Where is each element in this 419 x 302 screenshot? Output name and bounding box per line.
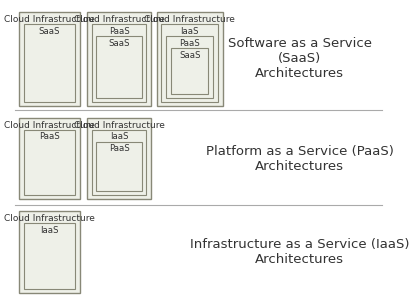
FancyBboxPatch shape [171, 48, 208, 94]
Text: PaaS: PaaS [39, 132, 60, 141]
Text: Cloud Infrastructure: Cloud Infrastructure [74, 121, 165, 130]
FancyBboxPatch shape [19, 118, 80, 199]
FancyBboxPatch shape [96, 36, 142, 98]
FancyBboxPatch shape [24, 223, 75, 289]
FancyBboxPatch shape [161, 24, 218, 102]
Text: Software as a Service
(SaaS)
Architectures: Software as a Service (SaaS) Architectur… [228, 37, 372, 80]
FancyBboxPatch shape [92, 130, 146, 195]
Text: Cloud Infrastructure: Cloud Infrastructure [144, 15, 235, 24]
Text: Cloud Infrastructure: Cloud Infrastructure [4, 121, 95, 130]
FancyBboxPatch shape [166, 36, 213, 98]
Text: IaaS: IaaS [40, 226, 59, 235]
Text: Cloud Infrastructure: Cloud Infrastructure [4, 214, 95, 223]
FancyBboxPatch shape [24, 130, 75, 195]
FancyBboxPatch shape [24, 24, 75, 102]
FancyBboxPatch shape [157, 12, 223, 106]
FancyBboxPatch shape [19, 12, 80, 106]
Text: PaaS: PaaS [109, 144, 129, 153]
Text: PaaS: PaaS [109, 27, 129, 36]
Text: SaaS: SaaS [108, 39, 130, 48]
FancyBboxPatch shape [87, 118, 151, 199]
FancyBboxPatch shape [19, 211, 80, 293]
FancyBboxPatch shape [87, 12, 151, 106]
Text: PaaS: PaaS [179, 39, 200, 48]
Text: Cloud Infrastructure: Cloud Infrastructure [4, 15, 95, 24]
Text: Infrastructure as a Service (IaaS)
Architectures: Infrastructure as a Service (IaaS) Archi… [190, 238, 409, 266]
Text: Platform as a Service (PaaS)
Architectures: Platform as a Service (PaaS) Architectur… [206, 145, 394, 172]
FancyBboxPatch shape [96, 142, 142, 191]
FancyBboxPatch shape [92, 24, 146, 102]
Text: SaaS: SaaS [179, 51, 200, 60]
Text: Cloud Infrastructure: Cloud Infrastructure [74, 15, 165, 24]
Text: IaaS: IaaS [110, 132, 128, 141]
Text: SaaS: SaaS [39, 27, 60, 36]
Text: IaaS: IaaS [181, 27, 199, 36]
